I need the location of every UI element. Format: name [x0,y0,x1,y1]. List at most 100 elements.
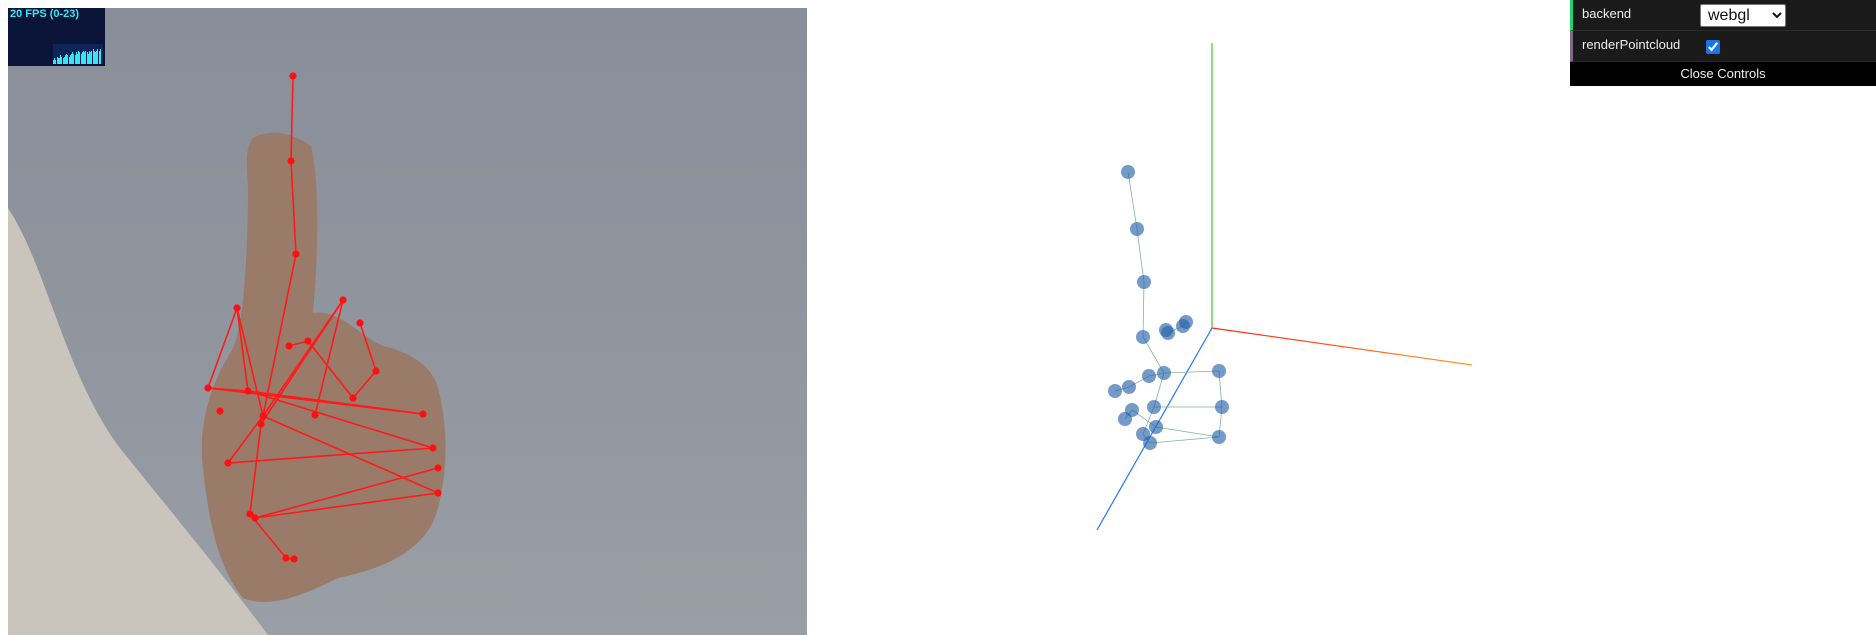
fps-bar [66,53,68,64]
3d-bone [1127,171,1138,230]
hand-skeleton-edge [352,370,377,399]
3d-joint [1118,412,1132,426]
hand-keypoint [233,304,241,312]
3d-joint [1176,319,1190,333]
fps-bar [81,52,83,64]
3d-bone [1182,321,1187,327]
render-pointcloud-label: renderPointcloud [1582,37,1681,52]
hand-skeleton-edge [314,299,344,416]
3d-bone [1131,409,1157,428]
fps-text: 20 FPS (0-23) [10,8,80,20]
hand-overlay [8,72,446,635]
hand-skeleton-edge [247,390,434,449]
fps-bar [89,50,90,64]
hand-keypoint [349,394,357,402]
hand-skeleton-edge [359,322,377,372]
3d-joint [1130,222,1144,236]
fps-bar [95,52,96,64]
close-controls-button[interactable]: Close Controls [1570,62,1876,86]
3d-bone [1142,406,1155,435]
fps-bar [73,53,75,64]
fps-bar [80,53,82,64]
fps-bar [77,53,78,64]
hand-keypoint [285,342,293,350]
fps-bar [56,56,58,64]
hand-skeleton-edge [236,307,264,417]
fps-bar [99,49,101,64]
fps-bar [92,49,94,64]
fps-bar [63,56,65,64]
x-axis [1211,327,1473,366]
fps-bar [91,50,93,64]
fps-bar [96,50,98,64]
fps-bar [65,55,66,64]
3d-bone [1142,433,1151,444]
fps-bar [57,58,59,64]
3d-joint [1157,366,1171,380]
fps-bar [79,52,81,64]
fps-bar [55,59,57,64]
hand-keypoint [259,412,267,420]
fps-bar [75,52,77,64]
hand-skeleton-edge [236,307,249,392]
hand-keypoint [419,410,427,418]
3d-joint [1122,380,1136,394]
3d-bone [1124,409,1133,420]
fps-bar [84,52,86,64]
hand-keypoint [251,514,259,522]
hand-skeleton-edge [207,387,424,415]
hand-keypoint [290,555,298,563]
fps-bar [85,50,87,64]
sweater-sleeve [8,208,268,635]
3d-bone [1128,375,1150,388]
3d-joint [1215,400,1229,414]
hand-keypoint [339,296,347,304]
hand-keypoint [244,387,252,395]
fps-bar [62,58,64,64]
hand-keypoint [287,157,295,165]
fps-bar [93,50,95,64]
3d-joint [1142,369,1156,383]
fps-bar [54,58,56,64]
hand-keypoint [282,554,290,562]
fps-bar [97,49,99,64]
hand-keypoint [304,337,312,345]
3d-bone [1136,228,1145,283]
fps-bar [53,59,54,64]
backend-select[interactable]: webgl [1700,4,1786,27]
fps-bar [71,53,72,64]
3d-bone [1153,372,1165,408]
hand-skeleton-edge [227,415,264,464]
fps-bar [87,53,89,64]
fps-bar [72,52,74,64]
hand-keypoint [292,250,300,258]
render-pointcloud-checkbox[interactable] [1706,40,1720,54]
hand-silhouette [201,132,446,602]
controls-panel: backend webgl renderPointcloud Close Con… [1570,0,1876,86]
hand-skeleton-edge [227,447,434,464]
hand-keypoint [311,411,319,419]
hand-keypoint [224,459,232,467]
hand-skeleton-edge [260,299,344,425]
render-pointcloud-row: renderPointcloud [1570,31,1876,62]
fps-bar [90,52,92,64]
fps-graph [53,44,103,64]
fps-bar [74,55,76,64]
z-axis [1096,327,1213,531]
3d-joint [1179,315,1193,329]
fps-bar [59,58,60,64]
fps-bar [60,55,62,64]
backend-row: backend webgl [1570,0,1876,31]
fps-bar [86,52,88,64]
hand-keypoint [246,510,254,518]
hand-keypoint [289,72,297,80]
hand-keypoint [204,384,212,392]
3d-joint [1125,403,1139,417]
hand-keypoint [216,407,224,415]
3d-joint [1159,323,1173,337]
fps-bar [68,56,70,64]
3d-joint [1147,400,1161,414]
3d-joint [1149,420,1163,434]
3d-bone [1149,436,1220,444]
3d-joint [1136,427,1150,441]
